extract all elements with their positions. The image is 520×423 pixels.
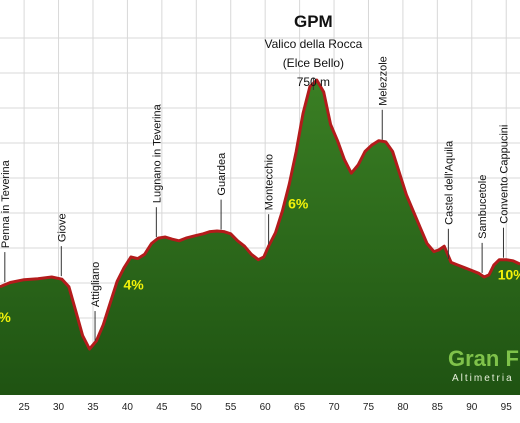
brand-watermark: Gran F Altimetria [448,346,519,384]
x-tick-label: 35 [87,402,99,413]
town-label: Castel dell'Aquila [443,140,455,225]
gradient-labels: 5% 4% 6% 10% [0,195,520,325]
gradient-label: 10% [498,267,520,283]
x-tick-label: 60 [260,402,272,413]
town-label: Penna in Teverina [0,159,12,248]
summit-name-line1: Valico della Rocca [264,37,362,51]
summit-annotation: GPM Valico della Rocca (Elce Bello) 750 … [264,12,363,90]
x-tick-label: 90 [466,402,478,413]
brand-name: Gran F [448,346,519,371]
town-label: Melezzole [377,56,389,106]
town-label: Attigliano [90,262,102,307]
town-label: Convento Cappucini [498,125,510,224]
x-tick-label: 50 [191,402,203,413]
gradient-label: 6% [288,195,309,211]
summit-title: GPM [294,12,333,31]
x-tick-label: 80 [397,402,409,413]
x-tick-label: 85 [432,402,444,413]
x-tick-label: 65 [294,402,306,413]
x-tick-label: 70 [328,402,340,413]
elevation-outline [0,78,520,351]
town-label: Lugnano in Teverina [151,103,163,203]
x-tick-label: 55 [225,402,237,413]
brand-subtitle: Altimetria [452,373,514,384]
gradient-label: 4% [123,276,144,292]
town-label: Montecchio [264,154,276,210]
town-label: Guardea [216,152,228,196]
x-tick-label: 25 [19,402,31,413]
x-tick-label: 95 [501,402,513,413]
gradient-label: 5% [0,309,11,325]
summit-altitude: 750 m [297,75,330,89]
town-labels: Penna in Teverina Giove Attigliano Lugnano … [0,56,510,342]
x-axis-ticks: 25 30 35 40 45 50 55 60 65 70 75 80 85 90 95 [19,402,513,413]
x-tick-label: 75 [363,402,375,413]
elevation-area [0,80,520,395]
summit-name-line2: (Elce Bello) [283,56,344,70]
x-tick-label: 45 [156,402,168,413]
town-label: Giove [56,213,68,242]
town-label: Sambucetole [477,175,489,239]
x-tick-label: 40 [122,402,134,413]
x-tick-label: 30 [53,402,65,413]
